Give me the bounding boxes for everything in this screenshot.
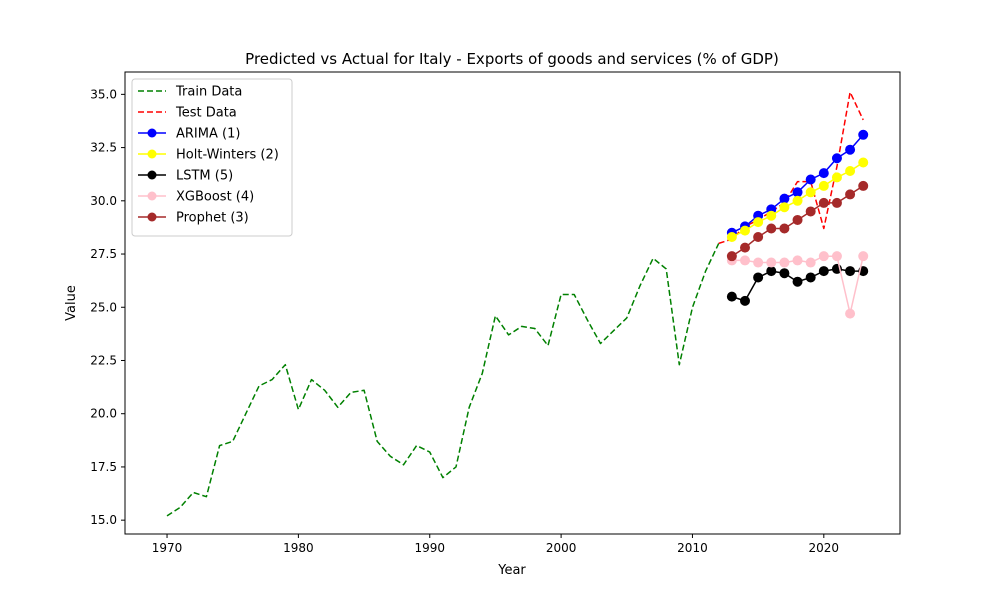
y-tick-label: 17.5 — [90, 460, 117, 474]
legend-label: Test Data — [175, 106, 237, 121]
data-point — [753, 217, 764, 228]
series-3 — [726, 157, 869, 242]
data-point — [818, 180, 829, 191]
data-point — [740, 255, 750, 266]
data-point — [805, 272, 816, 283]
legend-marker — [147, 212, 157, 222]
y-tick-label: 35.0 — [90, 87, 117, 101]
data-point — [845, 166, 856, 176]
data-point — [831, 251, 842, 262]
legend-item: XGBoost (4) — [138, 190, 254, 205]
data-point — [766, 223, 777, 234]
legend-marker — [147, 128, 157, 138]
series-4 — [726, 263, 869, 306]
y-tick-label: 22.5 — [90, 353, 117, 367]
axis-ticks: 1970 1980 1990 2000 2010 2020 15.0 17.5 20.0 22.5… — [90, 87, 839, 555]
data-point — [792, 276, 803, 287]
series-5 — [726, 251, 869, 319]
data-point — [726, 232, 737, 242]
data-point — [779, 223, 790, 234]
y-tick-label: 32.5 — [90, 141, 117, 155]
data-point — [858, 157, 869, 168]
data-point — [858, 129, 869, 140]
x-axis-label: Year — [497, 563, 526, 578]
data-point — [753, 272, 764, 283]
legend-label: XGBoost (4) — [176, 190, 254, 205]
data-point — [858, 180, 869, 191]
data-point — [858, 251, 869, 262]
data-point — [805, 187, 816, 198]
x-tick-label: 2020 — [809, 541, 840, 555]
data-point — [779, 257, 790, 268]
data-point — [792, 255, 803, 266]
legend-item: Holt-Winters (2) — [138, 148, 279, 163]
data-point — [818, 197, 829, 208]
data-point — [805, 257, 816, 268]
legend-label: Prophet (3) — [176, 211, 249, 226]
data-point — [779, 268, 790, 279]
y-tick-label: 27.5 — [90, 247, 117, 261]
legend-marker — [147, 191, 157, 201]
legend-label: LSTM (5) — [176, 169, 233, 184]
data-point — [818, 168, 829, 179]
data-point — [740, 242, 750, 253]
data-point — [792, 214, 803, 225]
data-point — [779, 202, 790, 213]
y-tick-label: 30.0 — [90, 194, 117, 208]
series-0 — [166, 243, 720, 517]
plot-area — [166, 91, 869, 517]
legend-marker — [147, 149, 157, 159]
data-point — [766, 210, 777, 221]
legend-item: LSTM (5) — [138, 169, 233, 184]
legend-label: Train Data — [175, 85, 242, 100]
legend-box — [131, 78, 293, 237]
data-point — [753, 257, 764, 268]
data-point — [726, 251, 737, 262]
legend-item: Prophet (3) — [138, 211, 249, 226]
legend-item: ARIMA (1) — [138, 127, 240, 142]
y-tick-label: 25.0 — [90, 300, 117, 314]
data-point — [845, 266, 856, 277]
data-point — [805, 174, 816, 185]
series-6 — [726, 180, 869, 262]
data-point — [792, 187, 803, 198]
plot-frame — [124, 71, 901, 535]
data-point — [818, 251, 829, 262]
legend-label: ARIMA (1) — [176, 127, 240, 142]
data-point — [779, 193, 790, 204]
data-point — [726, 291, 737, 302]
data-point — [818, 266, 829, 277]
legend-item: Test Data — [138, 106, 237, 121]
legend-marker — [147, 170, 157, 180]
x-tick-label: 2000 — [546, 541, 577, 555]
data-point — [831, 197, 842, 208]
data-point — [766, 257, 777, 268]
data-point — [845, 308, 856, 319]
data-point — [740, 225, 750, 236]
x-tick-label: 1980 — [283, 541, 314, 555]
data-point — [766, 266, 777, 277]
legend: Train Data Test Data ARIMA (1) Holt-Winters… — [131, 78, 293, 237]
data-point — [792, 195, 803, 206]
data-point — [805, 206, 816, 217]
legend-label: Holt-Winters (2) — [176, 148, 279, 163]
data-point — [845, 144, 856, 155]
y-tick-label: 15.0 — [90, 513, 117, 527]
data-point — [831, 172, 842, 183]
y-tick-label: 20.0 — [90, 407, 117, 421]
data-point — [740, 295, 750, 306]
data-point — [845, 189, 856, 200]
series-line — [166, 243, 720, 517]
data-point — [753, 232, 764, 242]
x-tick-label: 2010 — [677, 541, 708, 555]
data-point — [831, 153, 842, 164]
x-tick-label: 1990 — [414, 541, 445, 555]
legend-item: Train Data — [138, 85, 242, 100]
x-tick-label: 1970 — [152, 541, 183, 555]
chart-title: Predicted vs Actual for Italy - Exports … — [245, 50, 779, 68]
y-axis-label: Value — [64, 285, 79, 321]
